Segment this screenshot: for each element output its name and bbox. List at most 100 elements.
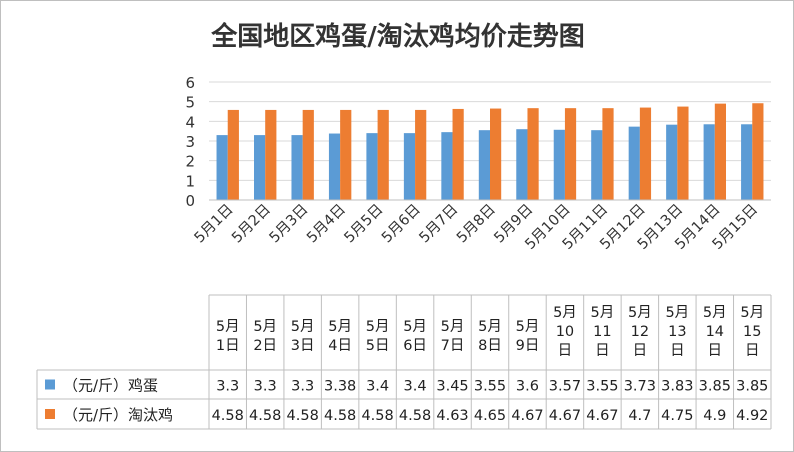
table-header: 5月 [591,305,615,321]
table-header: 4日 [328,338,352,354]
x-tick-label: 5月8日 [454,202,499,247]
legend-label: （元/斤）鸡蛋 [63,377,158,395]
bar-egg [478,130,490,200]
bar-egg [741,124,753,200]
bar-hen [377,109,389,200]
x-tick-label: 5月3日 [267,202,312,247]
bar-egg [366,133,378,200]
table-cell: 3.6 [516,379,539,395]
legend-swatch [45,379,55,390]
bar-egg [553,129,565,200]
y-tick-label: 0 [185,192,195,210]
bars [216,103,764,200]
bar-hen [752,103,764,200]
table-header: 14 [706,324,724,340]
table-header: 5月 [441,319,465,335]
table-header: 日 [745,343,760,359]
table-cell: 3.73 [624,379,656,395]
table-header: 7日 [441,338,465,354]
table-header: 10 [556,324,574,340]
table-cell: 4.67 [549,408,581,424]
bar-egg [254,135,266,200]
table-cell: 3.45 [436,379,468,395]
table-cell: 3.85 [699,379,731,395]
table-cell: 4.7 [628,408,651,424]
table-header: 12 [631,324,649,340]
y-tick-label: 1 [185,172,195,190]
table-header: 6日 [403,338,427,354]
x-tick-label: 5月7日 [416,202,461,247]
x-tick-label: 5月5日 [342,202,387,247]
table-cell: 3.4 [404,379,427,395]
table-cell: 4.75 [661,408,693,424]
table-cell: 4.58 [212,408,244,424]
table-header: 3日 [291,338,315,354]
chart-title: 全国地区鸡蛋/淘汰鸡均价走势图 [210,21,585,52]
table-header: 5月 [216,319,240,335]
x-tick-label: 5月2日 [229,202,274,247]
bar-egg [516,129,528,200]
table-header: 5月 [291,319,315,335]
table-cell: 4.58 [361,408,393,424]
table-header: 5月 [516,319,540,335]
table-cell: 4.58 [324,408,356,424]
table-header: 5月 [665,305,689,321]
bar-egg [216,135,228,200]
table-header: 日 [595,343,610,359]
bar-hen [602,108,614,200]
x-tick-label: 5月1日 [192,202,237,247]
table-cell: 3.38 [324,379,356,395]
table-cell: 4.63 [436,408,468,424]
table-header: 2日 [253,338,277,354]
table-header: 5月 [478,319,502,335]
bar-hen [564,108,577,200]
table-cell: 4.58 [249,408,281,424]
table-header: 5月 [553,305,577,321]
bar-egg [591,130,603,200]
table-cell: 3.55 [586,379,618,395]
table-header: 5日 [366,338,390,354]
table-cell: 3.57 [549,379,581,395]
table-header: 5月 [403,319,427,335]
table-header: 1日 [216,338,240,354]
table-cell: 3.3 [291,379,314,395]
bar-hen [302,109,314,200]
bar-hen [714,103,726,200]
y-tick-label: 2 [185,153,195,171]
table-header: 5月 [703,305,727,321]
bar-hen [527,108,539,200]
bar-egg [291,135,303,200]
y-tick-label: 4 [185,113,195,131]
table-header: 日 [558,343,573,359]
table-header: 5月 [328,319,352,335]
table-cell: 3.55 [474,379,506,395]
legend-swatch [45,409,55,419]
bar-egg [666,124,678,200]
table-cell: 4.92 [736,408,768,424]
bar-hen [490,108,502,200]
bar-egg [328,133,341,200]
table-header: 9日 [516,338,540,354]
table-header: 11 [593,324,611,340]
bar-hen [452,108,464,200]
table-cell: 4.65 [474,408,506,424]
table-header: 日 [708,343,723,359]
bar-egg [703,124,715,200]
bar-egg [403,133,416,200]
table-cell: 4.67 [586,408,618,424]
table-cell: 3.3 [216,379,239,395]
y-tick-label: 6 [185,74,195,92]
data-table: 5月 1日 5月 2日 5月 3日 5月 4日 5月 5日 5月 6日 5月 7日 5月 8日 5月 9日 5月 10… [36,294,772,430]
bar-hen [677,106,689,200]
bar-egg [628,126,640,200]
table-cell: 4.9 [703,408,726,424]
table-header: 8日 [478,338,502,354]
table-header: 15 [743,324,761,340]
x-tick-label: 5月4日 [304,202,349,247]
table-cell: 3.83 [661,379,693,395]
bar-hen [639,107,652,200]
table-header: 日 [670,343,685,359]
table-header: 5月 [366,319,390,335]
